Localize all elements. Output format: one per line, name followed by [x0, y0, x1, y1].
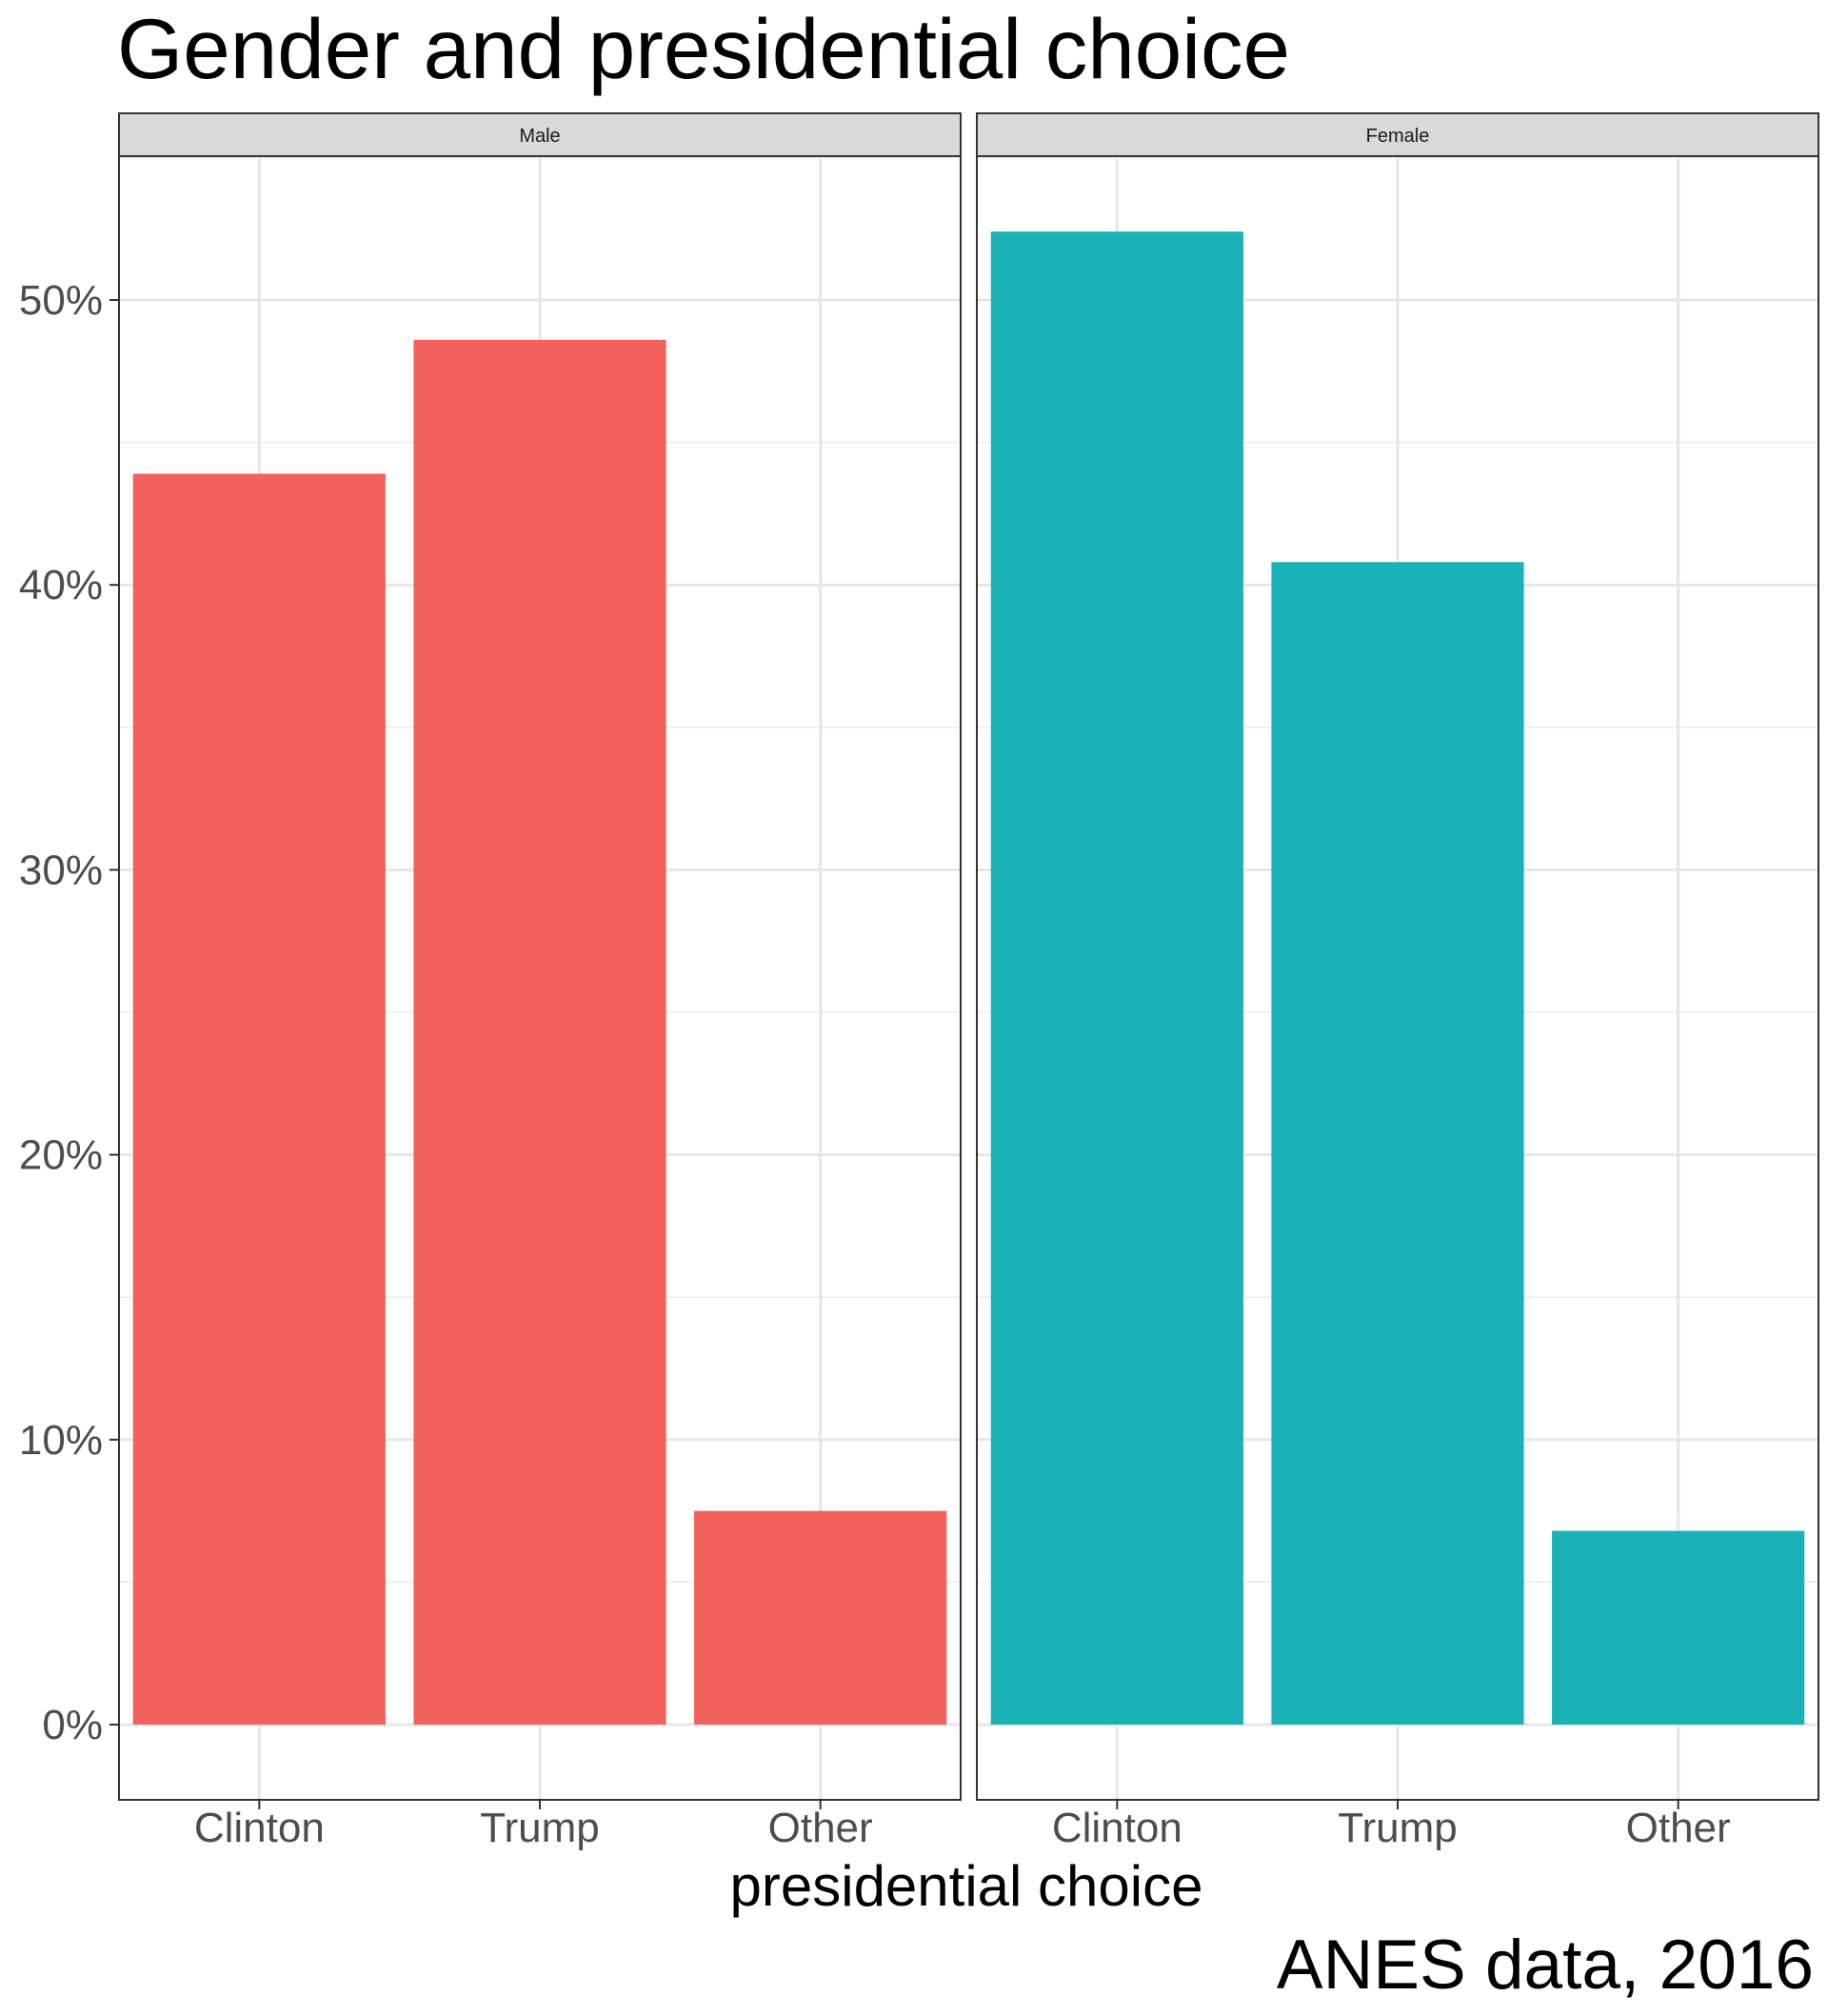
x-tick-label: Clinton [194, 1805, 325, 1851]
facet-panel-male: Male Clinton Trump Other [118, 112, 962, 1851]
bar-female-other [1552, 1530, 1805, 1725]
facet-strip-label: Female [1366, 126, 1430, 147]
x-tick-label: Other [768, 1805, 873, 1851]
y-tick-label: 20% [19, 1132, 103, 1179]
bar-male-other [694, 1510, 947, 1725]
x-tick-label: Trump [1338, 1805, 1458, 1851]
chart-caption: ANES data, 2016 [1277, 1926, 1814, 2004]
y-tick-label: 50% [19, 277, 103, 324]
bar-female-trump [1271, 562, 1524, 1726]
x-tick-label: Other [1626, 1805, 1731, 1851]
y-tick-label: 40% [19, 562, 103, 609]
facet-strip-male [118, 112, 962, 157]
facet-panel-female: Female Clinton Trump Other [976, 112, 1819, 1851]
y-tick-label: 30% [19, 847, 103, 893]
x-tick-label: Clinton [1052, 1805, 1182, 1851]
chart-title: Gender and presidential choice [117, 1, 1290, 96]
bar-female-clinton [990, 231, 1243, 1725]
x-axis-title: presidential choice [730, 1854, 1203, 1918]
facet-strip-label: Male [519, 126, 560, 147]
facet-strip-female [976, 112, 1819, 157]
facets-group: Male Clinton Trump Other Female Clinton Trump O… [118, 112, 1819, 1851]
y-tick-label: 0% [42, 1702, 103, 1748]
bar-male-trump [413, 339, 666, 1726]
x-tick-label: Trump [480, 1805, 600, 1851]
y-tick-label: 10% [19, 1417, 103, 1464]
y-axis: 0% 10% 20% 30% 40% 50% [19, 277, 119, 1748]
bar-male-clinton [132, 473, 386, 1726]
